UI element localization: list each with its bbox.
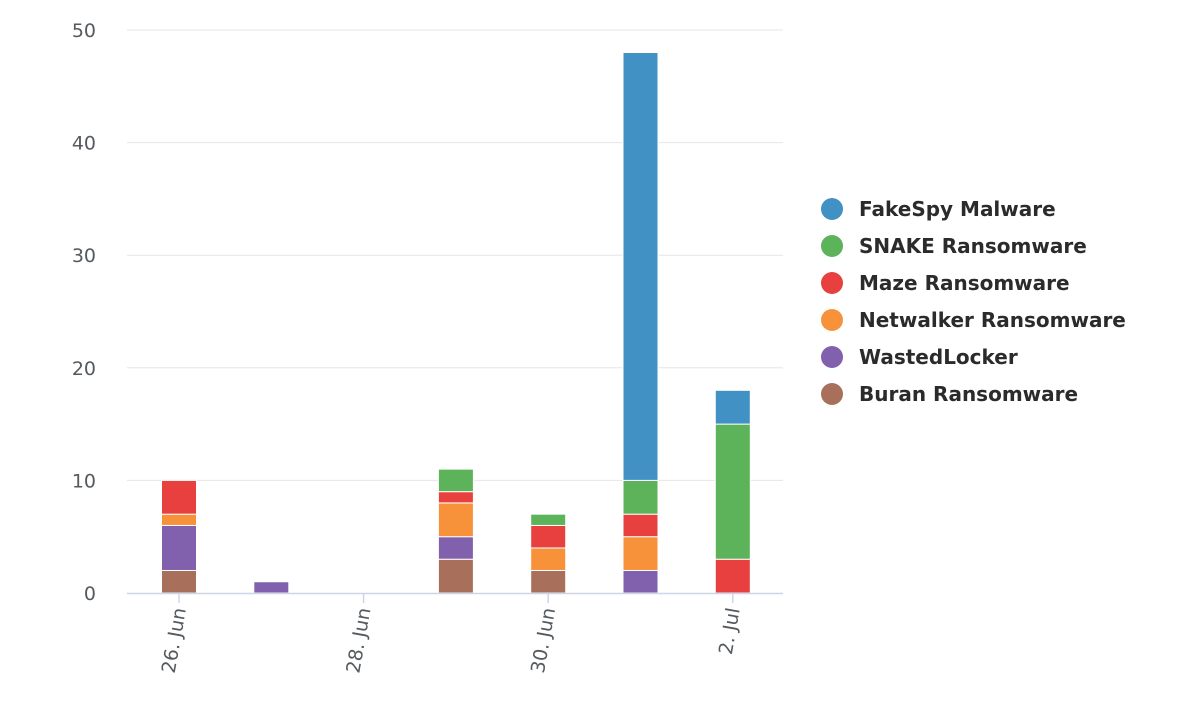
y-tick-label: 40 <box>72 133 96 155</box>
y-tick-label: 20 <box>72 358 96 380</box>
legend-marker-icon <box>821 235 843 257</box>
bar-segment-wastedlocker-2020-06-26[interactable] <box>161 524 197 571</box>
legend-marker-icon <box>821 383 843 405</box>
legend-label: SNAKE Ransomware <box>859 234 1087 258</box>
y-tick-label: 0 <box>84 583 96 605</box>
bar-segment-snake-ransomware-2020-07-02[interactable] <box>714 423 751 560</box>
bar-segment-netwalker-ransomware-2020-07-01[interactable] <box>622 536 659 571</box>
bar-segment-wastedlocker-2020-06-27[interactable] <box>253 581 290 594</box>
bar-segment-snake-ransomware-2020-07-01[interactable] <box>622 479 659 515</box>
x-tick-label: 30. Jun <box>527 606 560 675</box>
legend-label: FakeSpy Malware <box>859 197 1056 221</box>
legend-label: WastedLocker <box>859 345 1018 369</box>
legend-label: Buran Ransomware <box>859 382 1078 406</box>
bar-segment-snake-ransomware-2020-06-30[interactable] <box>530 513 567 526</box>
bar-segment-maze-ransomware-2020-07-02[interactable] <box>714 558 751 594</box>
bar-segment-maze-ransomware-2020-07-01[interactable] <box>622 513 659 538</box>
y-tick-label: 10 <box>72 470 96 492</box>
legend-item-netwalker-ransomware[interactable]: Netwalker Ransomware <box>821 308 1126 332</box>
bar-segment-buran-ransomware-2020-06-26[interactable] <box>161 569 197 594</box>
x-axis <box>127 592 783 603</box>
bar-segment-maze-ransomware-2020-06-26[interactable] <box>161 479 197 515</box>
bar-segment-maze-ransomware-2020-06-29[interactable] <box>437 491 474 504</box>
x-tick-label: 26. Jun <box>158 606 191 675</box>
legend-item-wastedlocker[interactable]: WastedLocker <box>821 345 1018 369</box>
legend-item-snake-ransomware[interactable]: SNAKE Ransomware <box>821 234 1087 258</box>
bar-segment-fakespy-malware-2020-07-01[interactable] <box>622 52 659 481</box>
bar-segment-netwalker-ransomware-2020-06-26[interactable] <box>161 513 197 526</box>
y-axis-labels: 0 10 20 30 40 50 <box>72 20 96 605</box>
x-axis-labels: 26. Jun 28. Jun 30. Jun 2. Jul <box>158 606 745 675</box>
bars <box>161 52 751 594</box>
bar-segment-fakespy-malware-2020-07-02[interactable] <box>714 389 751 425</box>
legend-marker-icon <box>821 309 843 331</box>
legend-marker-icon <box>821 346 843 368</box>
legend-label: Netwalker Ransomware <box>859 308 1126 332</box>
legend-label: Maze Ransomware <box>859 271 1070 295</box>
bar-segment-wastedlocker-2020-07-01[interactable] <box>622 569 659 594</box>
legend-marker-icon <box>821 198 843 220</box>
y-tick-label: 30 <box>72 245 96 267</box>
x-tick-label: 28. Jun <box>342 606 375 675</box>
bar-segment-snake-ransomware-2020-06-29[interactable] <box>437 468 474 493</box>
legend-item-buran-ransomware[interactable]: Buran Ransomware <box>821 382 1078 406</box>
legend-item-fakespy-malware[interactable]: FakeSpy Malware <box>821 197 1056 221</box>
legend[interactable]: FakeSpy Malware SNAKE Ransomware Maze Rans… <box>821 197 1126 406</box>
x-tick-label: 2. Jul <box>715 606 745 656</box>
legend-item-maze-ransomware[interactable]: Maze Ransomware <box>821 271 1070 295</box>
bar-segment-wastedlocker-2020-06-29[interactable] <box>437 536 474 560</box>
bar-segment-buran-ransomware-2020-06-30[interactable] <box>530 569 567 594</box>
bar-segment-netwalker-ransomware-2020-06-29[interactable] <box>437 502 474 538</box>
bar-segment-buran-ransomware-2020-06-29[interactable] <box>437 558 474 594</box>
bar-segment-netwalker-ransomware-2020-06-30[interactable] <box>530 547 567 571</box>
legend-marker-icon <box>821 272 843 294</box>
y-tick-label: 50 <box>72 20 96 42</box>
y-gridlines <box>127 29 783 481</box>
bar-segment-maze-ransomware-2020-06-30[interactable] <box>530 524 567 549</box>
